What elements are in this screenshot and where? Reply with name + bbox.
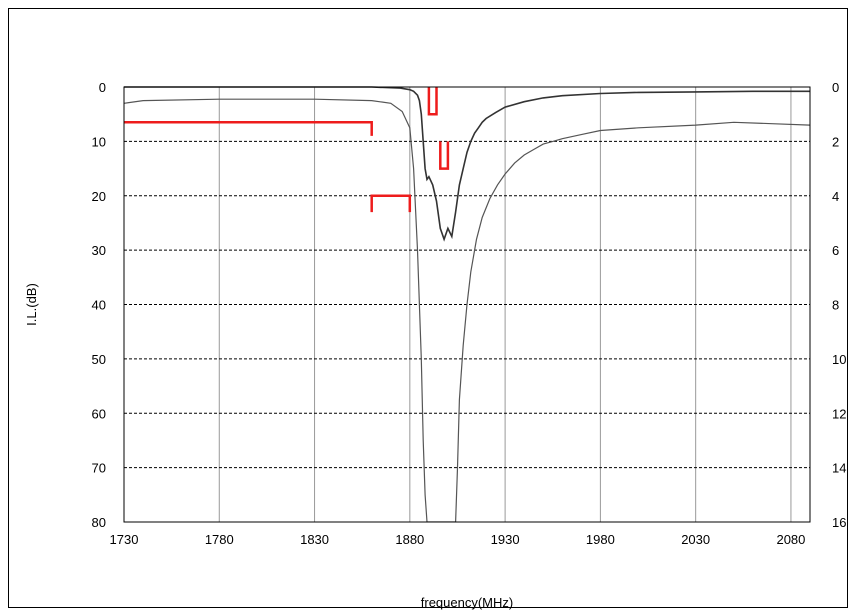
series-line-right-axis bbox=[124, 98, 810, 522]
spec-mark bbox=[427, 87, 438, 116]
spec-mark bbox=[124, 121, 373, 136]
y-tick-label: 20 bbox=[92, 189, 106, 204]
y2-tick-label: 14 bbox=[832, 461, 846, 476]
y-tick-labels: 0 10 20 30 40 50 60 70 80 bbox=[92, 80, 106, 530]
y2-tick-label: 12 bbox=[832, 406, 846, 421]
x-tick-label: 1980 bbox=[586, 532, 615, 547]
y2-tick-label: 16 bbox=[832, 515, 846, 530]
spec-marks bbox=[124, 87, 450, 213]
y-axis-label: I.L.(dB) bbox=[24, 283, 39, 326]
x-axis-label: frequency(MHz) bbox=[421, 595, 513, 610]
series-line-left-axis bbox=[124, 86, 810, 242]
x-tick-label: 2030 bbox=[681, 532, 710, 547]
plot-border bbox=[123, 86, 811, 523]
y-tick-label: 60 bbox=[92, 406, 106, 421]
x-tick-label: 1730 bbox=[110, 532, 139, 547]
x-tick-label: 1780 bbox=[205, 532, 234, 547]
y-tick-label: 70 bbox=[92, 461, 106, 476]
y2-tick-label: 2 bbox=[832, 134, 839, 149]
y2-tick-labels: 0 2 4 6 8 10 12 14 16 bbox=[832, 80, 846, 530]
x-tick-label: 2080 bbox=[776, 532, 805, 547]
y-tick-label: 80 bbox=[92, 515, 106, 530]
x-tick-label: 1930 bbox=[491, 532, 520, 547]
y2-tick-label: 6 bbox=[832, 243, 839, 258]
spec-mark bbox=[370, 194, 412, 213]
spec-mark bbox=[439, 141, 450, 170]
y-tick-label: 50 bbox=[92, 352, 106, 367]
y-tick-label: 30 bbox=[92, 243, 106, 258]
y-tick-label: 10 bbox=[92, 134, 106, 149]
x-tick-labels: 1730 1780 1830 1880 1930 1980 2030 2080 bbox=[110, 532, 806, 547]
y-tick-label: 0 bbox=[99, 80, 106, 95]
y-tick-label: 40 bbox=[92, 298, 106, 313]
y2-tick-label: 4 bbox=[832, 189, 839, 204]
y2-tick-label: 10 bbox=[832, 352, 846, 367]
x-tick-label: 1830 bbox=[300, 532, 329, 547]
series-lines bbox=[124, 86, 810, 522]
y2-tick-label: 8 bbox=[832, 298, 839, 313]
x-tick-label: 1880 bbox=[395, 532, 424, 547]
y2-tick-label: 0 bbox=[832, 80, 839, 95]
